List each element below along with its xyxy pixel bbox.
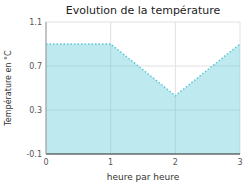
y-tick-label: 0.3 [29,106,42,115]
y-tick-label: 1.1 [29,18,42,27]
x-tick-label: 3 [237,158,242,167]
x-tick-label: 2 [173,158,178,167]
y-tick-label: -0.1 [26,150,42,159]
x-axis-label: heure par heure [107,172,180,182]
x-axis-line [46,154,240,155]
grid-line-y [46,22,240,23]
y-axis-label: Température en °C [3,50,13,127]
x-tick-label: 0 [43,158,48,167]
x-tick-label: 1 [108,158,113,167]
grid [46,22,240,154]
y-tick-label: 0.7 [29,62,42,71]
title: Evolution de la température [66,4,221,17]
plot-area [46,44,240,154]
line [46,44,240,96]
y-axis-line [46,22,47,154]
grid-line-y [46,154,240,155]
area [46,44,240,154]
chart: 0 1 2 3 -0.1 0.3 0.7 1.1 Evolution de la tempéra… [0,0,250,188]
grid-line-x [46,22,47,154]
